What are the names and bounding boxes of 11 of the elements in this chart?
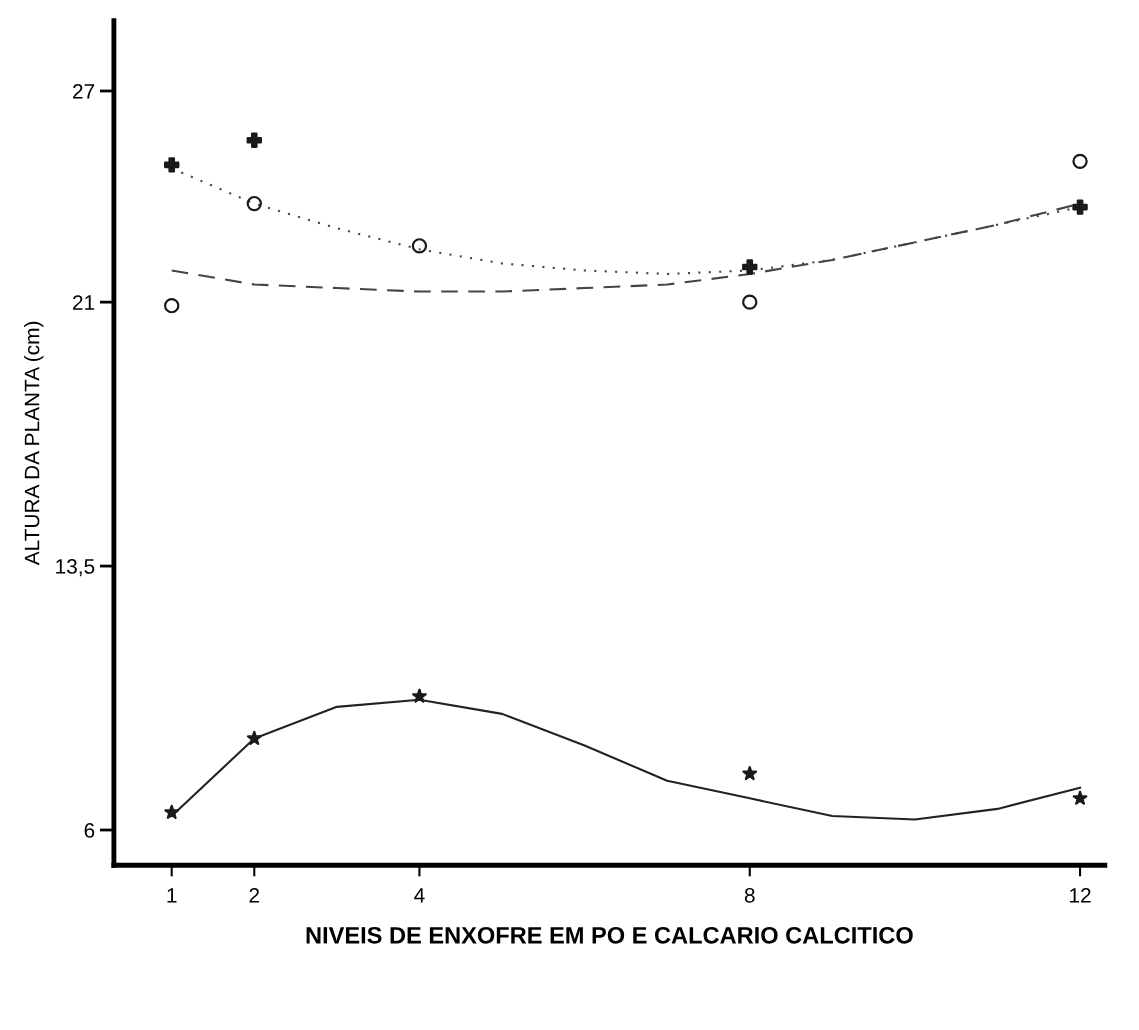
x-axis-title: NIVEIS DE ENXOFRE EM PO E CALCARIO CALCITICO — [306, 926, 913, 944]
y-axis-title: ALTURA DA PLANTA (cm) — [24, 321, 44, 566]
y-tick-label: 27 — [73, 83, 95, 99]
x-tick-label: 1 — [167, 888, 177, 903]
y-tick-label: 6 — [84, 823, 95, 838]
x-tick-label: 12 — [1070, 887, 1091, 903]
x-tick-label: 2 — [249, 887, 260, 903]
x-tick-label: 8 — [744, 887, 755, 903]
y-tick-label: 13,5 — [56, 559, 95, 577]
x-tick-label: 4 — [414, 888, 425, 903]
y-tick-label: 21 — [73, 295, 95, 310]
